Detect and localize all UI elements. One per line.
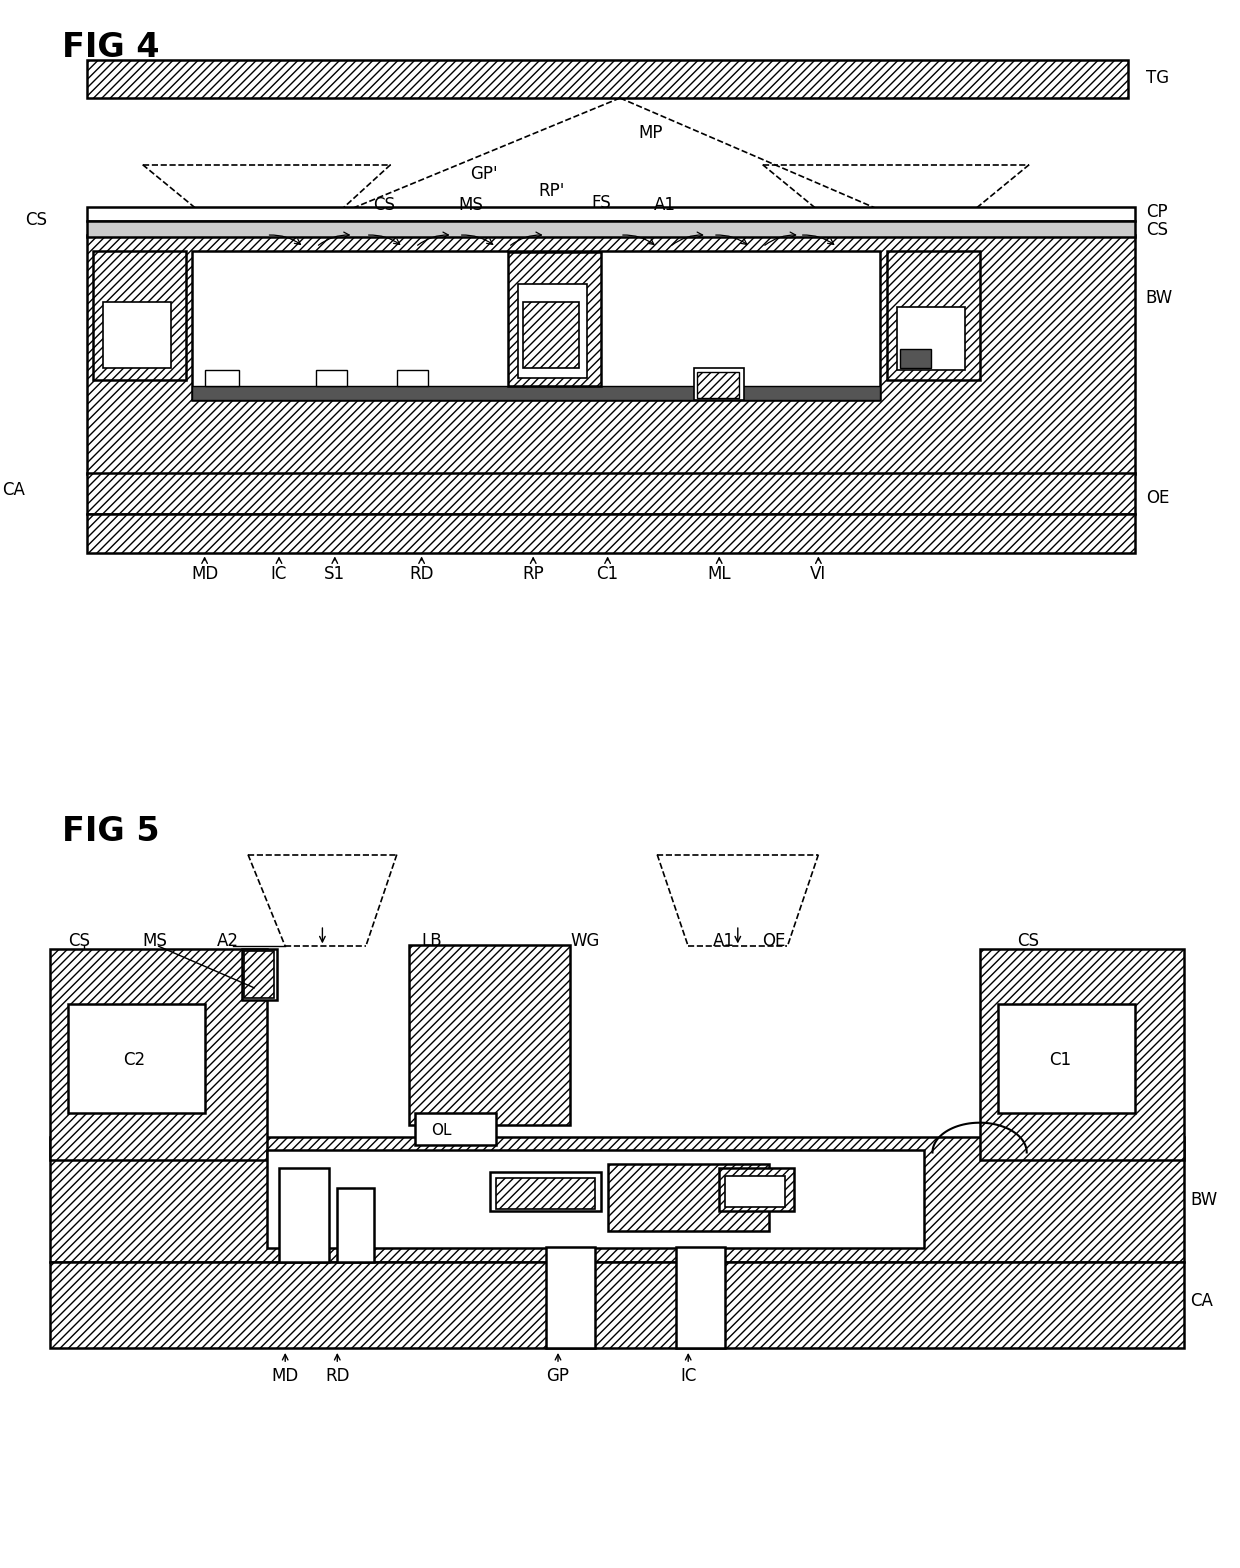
Bar [87, 474, 1135, 514]
Bar [337, 1189, 374, 1262]
Text: A2: A2 [217, 931, 239, 950]
Text: CA: CA [1190, 1292, 1213, 1311]
Bar [523, 303, 579, 368]
Bar [93, 251, 186, 381]
Bar [608, 1163, 769, 1231]
Bar [50, 1262, 1184, 1348]
Bar [496, 1178, 595, 1209]
Bar [316, 370, 347, 386]
Bar [242, 949, 277, 1000]
Bar [279, 1168, 329, 1262]
Text: LB: LB [422, 931, 443, 950]
Bar [518, 284, 587, 378]
Text: MS: MS [143, 931, 167, 950]
Text: RP': RP' [538, 182, 565, 201]
Bar [50, 1137, 1184, 1262]
Text: A1: A1 [713, 931, 735, 950]
Text: FS: FS [591, 194, 611, 212]
Bar [694, 368, 744, 400]
Text: BW: BW [1146, 289, 1173, 307]
Text: MD: MD [191, 564, 218, 583]
Bar [87, 221, 1135, 237]
Bar [998, 1004, 1135, 1113]
Bar [87, 207, 1135, 221]
Bar [192, 386, 880, 400]
Text: GP': GP' [470, 165, 497, 183]
Text: MS: MS [459, 196, 484, 215]
Text: FIG 5: FIG 5 [62, 815, 160, 848]
Text: OE: OE [763, 931, 786, 950]
Bar [87, 235, 1135, 474]
Text: ML: ML [707, 564, 732, 583]
Text: MP: MP [639, 124, 663, 143]
Text: VI: VI [810, 564, 827, 583]
Text: S1: S1 [324, 564, 346, 583]
Text: CP: CP [1146, 202, 1167, 221]
Bar [68, 1004, 205, 1113]
Bar [87, 514, 1135, 554]
Bar [267, 1151, 924, 1248]
Bar [676, 1247, 725, 1348]
Text: IC: IC [680, 1367, 697, 1385]
Text: CS: CS [25, 210, 47, 229]
Text: C2: C2 [123, 1051, 145, 1069]
Bar [415, 1113, 496, 1145]
Bar [719, 1168, 794, 1210]
Bar [508, 252, 601, 386]
Text: CS: CS [1017, 931, 1039, 950]
Text: GP: GP [547, 1367, 569, 1385]
Bar [887, 251, 980, 381]
Bar [87, 61, 1128, 99]
Bar [725, 1176, 785, 1207]
Text: MD: MD [272, 1367, 299, 1385]
Text: RP: RP [522, 564, 544, 583]
Bar [897, 307, 965, 370]
Bar [980, 949, 1184, 1160]
Text: RD: RD [409, 564, 434, 583]
Text: OE: OE [1146, 489, 1169, 506]
Text: A1: A1 [653, 196, 676, 215]
Text: OL: OL [432, 1123, 451, 1138]
Text: CS: CS [68, 931, 91, 950]
Text: C1: C1 [596, 564, 619, 583]
Text: IC: IC [270, 564, 288, 583]
Bar [546, 1247, 595, 1348]
Bar [409, 944, 570, 1126]
Bar [397, 370, 428, 386]
Text: CS: CS [373, 196, 396, 215]
Bar [205, 370, 239, 386]
Bar [900, 350, 931, 368]
Text: TG: TG [1146, 69, 1169, 88]
Text: WG: WG [570, 931, 600, 950]
Bar [50, 949, 267, 1160]
Text: CA: CA [2, 481, 25, 499]
Text: FIG 4: FIG 4 [62, 31, 160, 64]
Text: C1: C1 [1049, 1051, 1071, 1069]
Bar [103, 303, 171, 368]
Text: BW: BW [1190, 1190, 1218, 1209]
Bar [244, 950, 274, 999]
Text: CS: CS [1146, 221, 1168, 240]
Bar [192, 251, 880, 400]
Bar [697, 372, 739, 398]
Bar [490, 1173, 601, 1210]
Text: RD: RD [325, 1367, 350, 1385]
